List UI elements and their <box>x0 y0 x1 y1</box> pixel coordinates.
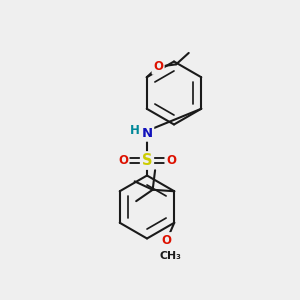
Text: O: O <box>118 154 128 167</box>
Text: O: O <box>166 154 176 167</box>
Text: O: O <box>162 234 172 247</box>
Text: S: S <box>142 153 152 168</box>
Text: N: N <box>141 127 153 140</box>
Text: H: H <box>130 124 139 137</box>
Text: CH₃: CH₃ <box>159 251 181 261</box>
Text: O: O <box>153 60 163 73</box>
